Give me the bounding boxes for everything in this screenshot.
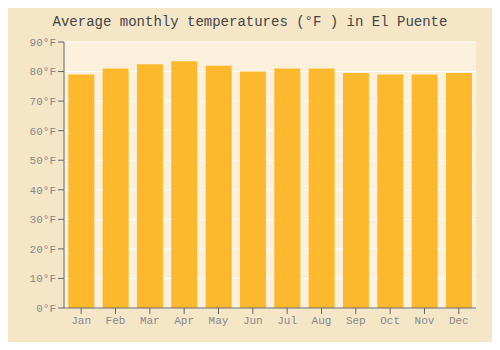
svg-text:10°F: 10°F [30,273,56,285]
svg-text:Jul: Jul [277,315,297,327]
svg-text:30°F: 30°F [30,214,56,226]
svg-text:20°F: 20°F [30,244,56,256]
svg-text:Apr: Apr [174,315,194,327]
svg-text:Dec: Dec [449,315,469,327]
svg-text:0°F: 0°F [36,303,56,315]
svg-text:40°F: 40°F [30,185,56,197]
svg-text:Feb: Feb [106,315,126,327]
svg-text:60°F: 60°F [30,126,56,138]
svg-text:Mar: Mar [140,315,160,327]
svg-text:Aug: Aug [312,315,332,327]
svg-text:70°F: 70°F [30,96,56,108]
html-text:Average monthly temperatures (: Average monthly temperatures (°F ) in El… [52,14,448,30]
svg-text:Nov: Nov [415,315,435,327]
svg-text:80°F: 80°F [30,66,56,78]
svg-text:90°F: 90°F [30,37,56,49]
svg-text:Jun: Jun [243,315,263,327]
svg-text:Sep: Sep [346,315,366,327]
svg-text:Jan: Jan [71,315,91,327]
svg-text:May: May [209,315,229,327]
svg-text:Oct: Oct [380,315,400,327]
svg-text:50°F: 50°F [30,155,56,167]
